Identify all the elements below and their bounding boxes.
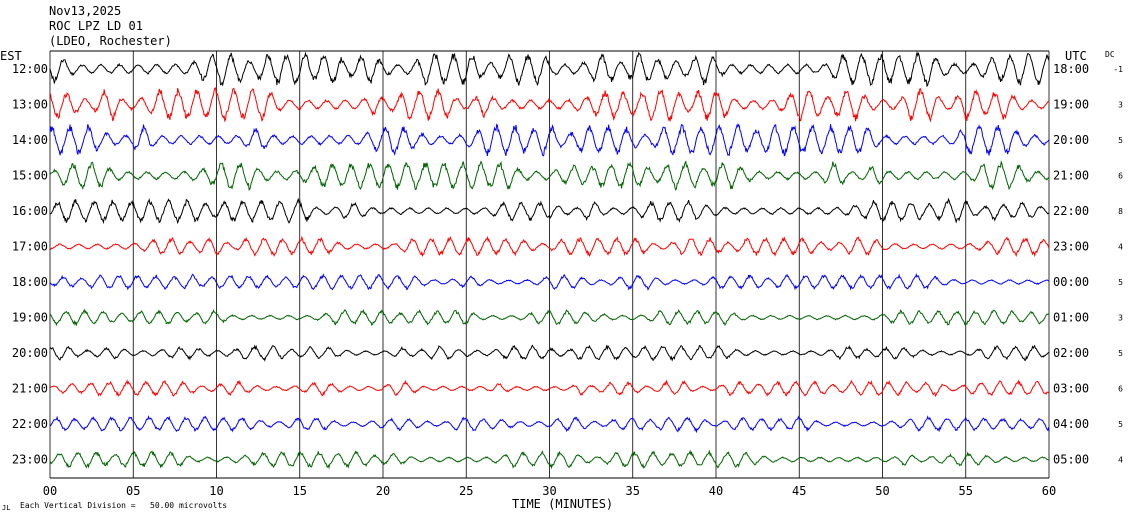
dc-offset-label: 5: [1118, 420, 1123, 429]
utc-time-label: 18:00: [1053, 62, 1089, 76]
date-label: Nov13,2025: [49, 4, 121, 18]
dc-offset-label: 4: [1118, 243, 1123, 252]
x-axis-title: TIME (MINUTES): [512, 497, 613, 511]
dc-offset-label: 4: [1118, 456, 1123, 465]
utc-axis-label: UTC: [1065, 49, 1087, 63]
utc-time-label: 01:00: [1053, 311, 1089, 325]
est-time-label: 12:00: [12, 62, 48, 76]
utc-time-label: 19:00: [1053, 98, 1089, 112]
est-time-label: 21:00: [12, 382, 48, 396]
gridlines: [49, 51, 1050, 478]
trace-row-2000: [49, 344, 1050, 362]
utc-time-label: 04:00: [1053, 417, 1089, 431]
utc-time-label: 20:00: [1053, 133, 1089, 147]
trace-row-1400: [49, 123, 1050, 157]
est-time-label: 23:00: [12, 453, 48, 467]
trace-row-2100: [49, 379, 1050, 398]
x-tick-label: 25: [459, 484, 473, 498]
x-tick-label: 55: [959, 484, 973, 498]
trace-row-1500: [49, 160, 1050, 191]
dc-column-label: DC: [1105, 50, 1115, 59]
trace-row-1200: [49, 51, 1050, 88]
trace-row-1600: [49, 197, 1050, 225]
trace-row-1300: [49, 87, 1050, 123]
trace-row-1700: [49, 235, 1050, 258]
x-tick-label: 45: [792, 484, 806, 498]
trace-row-1800: [49, 272, 1050, 291]
corner-mark: JL: [2, 504, 10, 512]
x-tick-label: 60: [1042, 484, 1056, 498]
x-tick-label: 20: [376, 484, 390, 498]
utc-time-label: 02:00: [1053, 346, 1089, 360]
x-tick-label: 30: [542, 484, 556, 498]
network-label: (LDEO, Rochester): [49, 34, 172, 48]
est-time-label: 18:00: [12, 275, 48, 289]
est-time-label: 15:00: [12, 169, 48, 183]
dc-offset-label: 8: [1118, 207, 1123, 216]
utc-time-label: 23:00: [1053, 240, 1089, 254]
dc-offset-label: -1: [1113, 65, 1123, 74]
x-tick-label: 35: [626, 484, 640, 498]
dc-offset-label: 5: [1118, 278, 1123, 287]
utc-time-label: 03:00: [1053, 382, 1089, 396]
utc-time-label: 22:00: [1053, 204, 1089, 218]
est-time-label: 17:00: [12, 240, 48, 254]
x-tick-label: 50: [875, 484, 889, 498]
dc-offset-label: 3: [1118, 101, 1123, 110]
est-time-label: 22:00: [12, 417, 48, 431]
est-time-label: 19:00: [12, 311, 48, 325]
x-tick-label: 00: [43, 484, 57, 498]
dc-offset-label: 5: [1118, 136, 1123, 145]
dc-offset-label: 5: [1118, 349, 1123, 358]
est-time-label: 13:00: [12, 98, 48, 112]
dc-offset-label: 6: [1118, 172, 1123, 181]
x-tick-label: 10: [209, 484, 223, 498]
est-time-label: 16:00: [12, 204, 48, 218]
trace-row-1900: [49, 308, 1050, 327]
dc-offset-label: 3: [1118, 314, 1123, 323]
seismic-traces: [49, 51, 1050, 470]
utc-time-label: 21:00: [1053, 169, 1089, 183]
est-time-label: 14:00: [12, 133, 48, 147]
trace-row-2200: [49, 415, 1050, 434]
dc-offset-label: 6: [1118, 385, 1123, 394]
station-label: ROC LPZ LD 01: [49, 19, 143, 33]
est-time-label: 20:00: [12, 346, 48, 360]
x-tick-labels: 00 05 10 15 20 25 30 35 40 45 50 55 60: [43, 484, 1056, 498]
row-labels: 12:00 18:00 -1 13:00 19:00 3 14:00 20:00 5 15:00 2…: [12, 62, 1123, 467]
x-tick-label: 05: [126, 484, 140, 498]
vertical-division-note: Each Vertical Division = 50.00 microvolt…: [20, 501, 227, 510]
est-axis-label: EST: [0, 49, 22, 63]
utc-time-label: 00:00: [1053, 275, 1089, 289]
trace-row-2300: [49, 449, 1050, 470]
x-tick-label: 15: [293, 484, 307, 498]
utc-time-label: 05:00: [1053, 453, 1089, 467]
x-tick-label: 40: [709, 484, 723, 498]
